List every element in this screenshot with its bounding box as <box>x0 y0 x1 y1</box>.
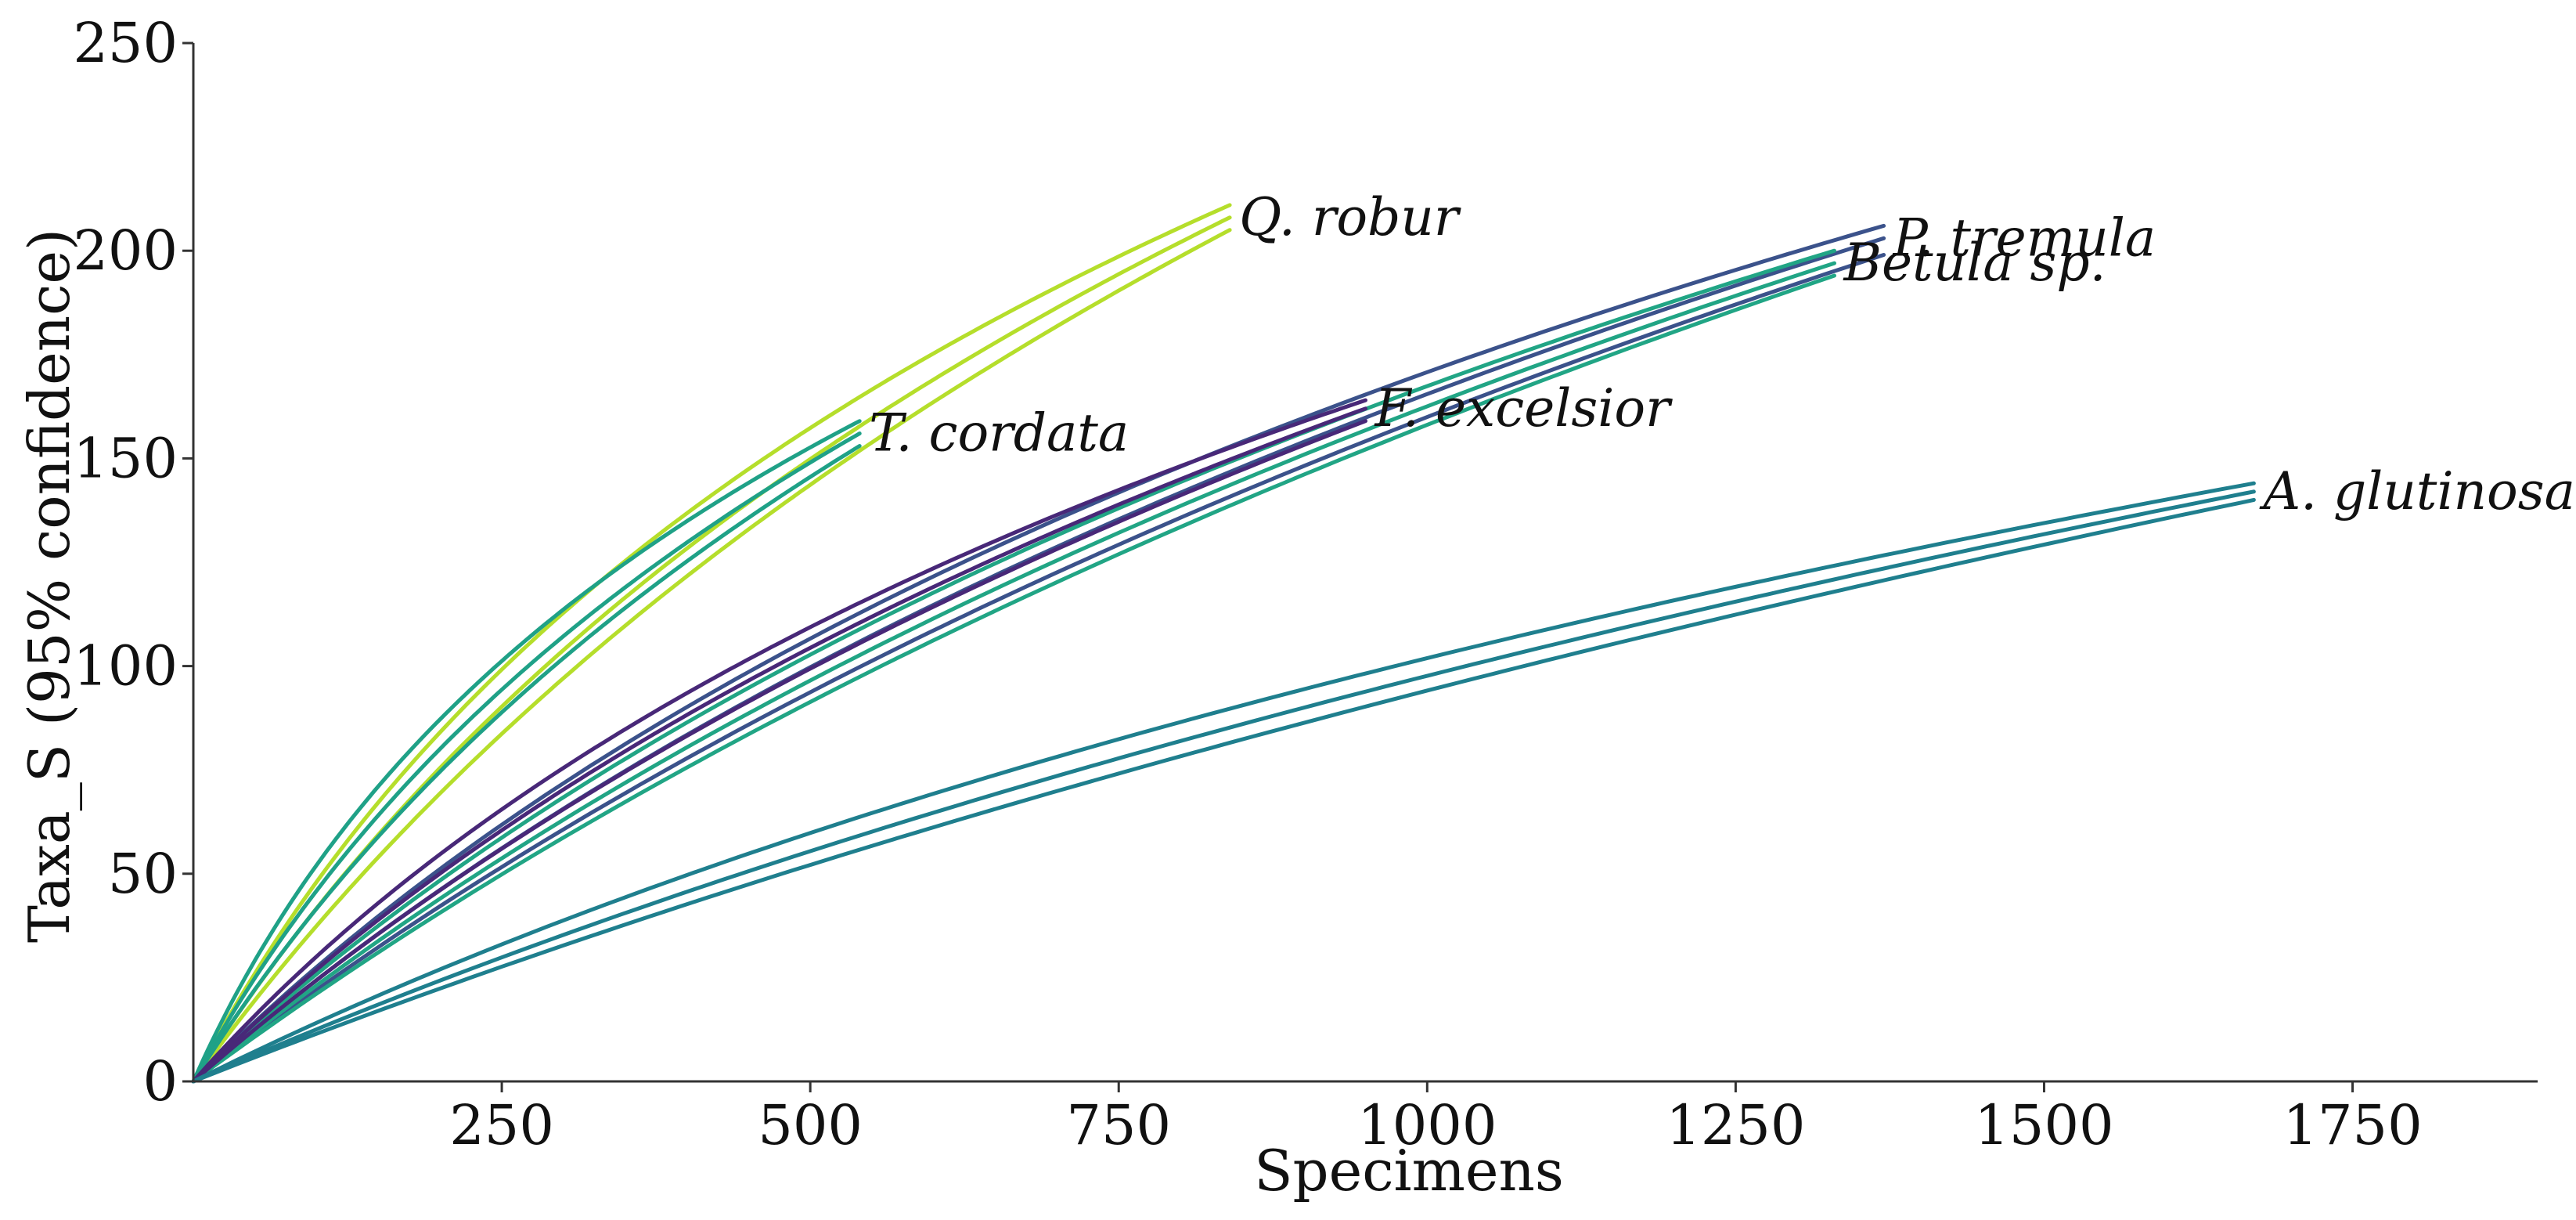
y-tick-label: 250 <box>73 11 178 75</box>
species-label-betula-sp: Betula sp. <box>1843 233 2106 293</box>
species-label-q-robur: Q. robur <box>1239 187 1461 247</box>
x-tick-label: 1000 <box>1357 1093 1497 1157</box>
curve-betula-sp-mean <box>191 261 1836 1084</box>
y-tick-label: 150 <box>73 426 178 490</box>
curve-q-robur-mean <box>191 215 1232 1084</box>
species-label-a-glutinosa: A. glutinosa <box>2258 461 2575 522</box>
curve-p-tremula-upper <box>191 223 1886 1084</box>
x-tick-label: 1500 <box>1974 1093 2113 1157</box>
x-tick-label: 250 <box>449 1093 554 1157</box>
x-tick-label: 1750 <box>2282 1093 2422 1157</box>
curve-t-cordata-mean <box>191 431 862 1084</box>
x-axis-title: Specimens <box>1254 1138 1564 1204</box>
species-label-f-excelsior: F. excelsior <box>1374 378 1673 439</box>
curve-f-excelsior-mean <box>191 406 1367 1084</box>
axes-group: 250 500 750 1000 1250 1500 1750 0 50 100 150 200 250 <box>73 11 2538 1157</box>
curve-betula-sp-upper <box>191 248 1836 1084</box>
curve-p-tremula-lower <box>191 253 1886 1084</box>
curve-a-glutinosa-upper <box>191 481 2256 1084</box>
x-tick-label: 1250 <box>1666 1093 1805 1157</box>
y-axis-title: Taxa_S (95% confidence) <box>16 229 82 943</box>
x-tick-label: 750 <box>1066 1093 1171 1157</box>
curve-a-glutinosa-lower <box>191 497 2256 1084</box>
curve-q-robur-upper <box>191 203 1232 1084</box>
curve-t-cordata-lower <box>191 444 862 1084</box>
x-tick-label: 500 <box>758 1093 863 1157</box>
curve-betula-sp-lower <box>191 273 1836 1084</box>
y-tick-label: 200 <box>73 218 178 283</box>
curve-a-glutinosa-mean <box>191 489 2256 1084</box>
y-tick-label: 50 <box>108 842 178 906</box>
curve-f-excelsior-lower <box>191 419 1367 1084</box>
curve-group <box>191 203 2256 1084</box>
species-label-p-tremula: P. tremula <box>1893 208 2156 268</box>
species-label-t-cordata: T. cordata <box>869 403 1129 464</box>
y-tick-label: 100 <box>73 634 178 698</box>
y-tick-label: 0 <box>142 1049 178 1114</box>
curve-p-tremula-mean <box>191 236 1886 1084</box>
curve-t-cordata-upper <box>191 419 862 1084</box>
curve-q-robur-lower <box>191 228 1232 1084</box>
curve-f-excelsior-upper <box>191 398 1367 1084</box>
